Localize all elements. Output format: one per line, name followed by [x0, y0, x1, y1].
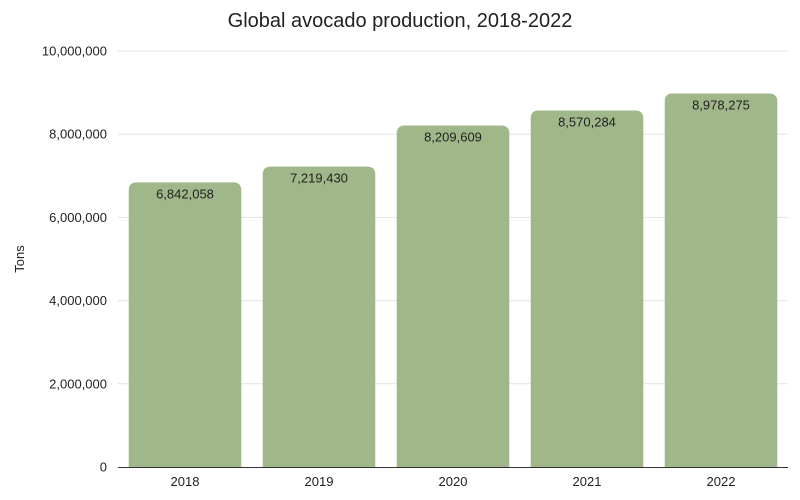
- y-axis-label: Tons: [12, 245, 27, 273]
- data-label: 6,842,058: [156, 186, 214, 201]
- y-tick-label: 2,000,000: [49, 376, 107, 391]
- bar-2022: [664, 93, 778, 468]
- bars: [128, 93, 778, 468]
- bar-2021: [530, 110, 644, 467]
- y-tick-label: 0: [100, 460, 107, 475]
- y-tick-label: 10,000,000: [42, 44, 107, 59]
- chart-title: Global avocado production, 2018-2022: [228, 10, 573, 32]
- y-tick-label: 4,000,000: [49, 293, 107, 308]
- y-tick-label: 6,000,000: [49, 210, 107, 225]
- data-label: 8,978,275: [692, 98, 750, 113]
- bar-2020: [396, 125, 510, 468]
- data-label: 7,219,430: [290, 171, 348, 186]
- x-tick-label: 2021: [573, 474, 602, 489]
- bar-2019: [262, 166, 376, 468]
- x-tick-label: 2019: [305, 474, 334, 489]
- data-labels: 6,842,058 7,219,430 8,209,609 8,570,284 8,97…: [156, 98, 750, 202]
- data-label: 8,209,609: [424, 129, 482, 144]
- bar-2018: [128, 182, 242, 467]
- x-tick-label: 2018: [171, 474, 200, 489]
- data-label: 8,570,284: [558, 114, 616, 129]
- x-tick-label: 2020: [439, 474, 468, 489]
- x-tick-label: 2022: [707, 474, 736, 489]
- x-axis-ticks: 2018 2019 2020 2021 2022: [171, 474, 736, 489]
- y-tick-label: 8,000,000: [49, 127, 107, 142]
- y-axis-ticks: 0 2,000,000 4,000,000 6,000,000 8,000,000 10,…: [42, 44, 107, 475]
